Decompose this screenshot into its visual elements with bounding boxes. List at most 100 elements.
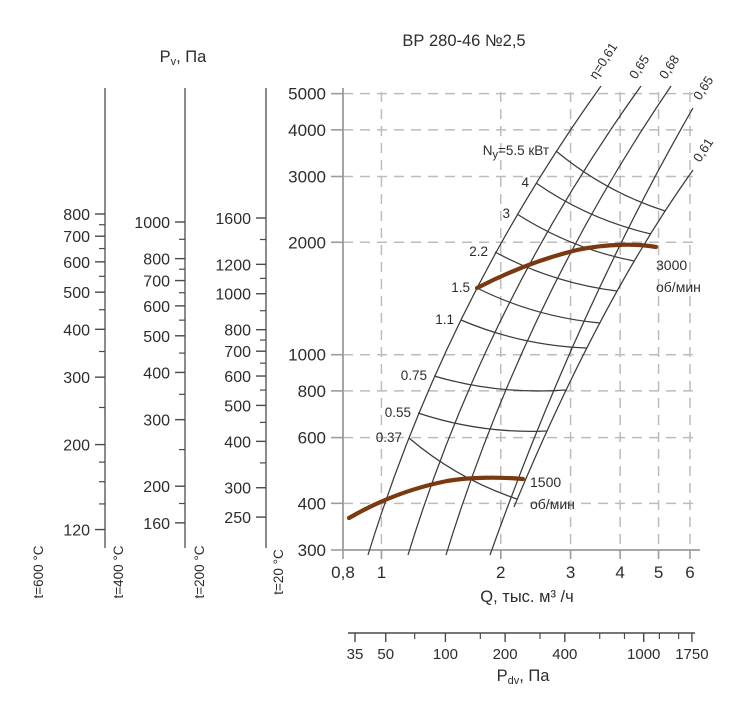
grid [343,92,693,550]
aux-scale-0: 800 700 600 500 400 300 200 120 t=600 °C [31,88,106,599]
chart-title: ВР 280-46 №2,5 [402,32,525,50]
efficiency-line [513,169,694,508]
aux-tick-label: 500 [224,398,251,415]
x-tick-label: 4 [615,563,624,582]
pdv-tick-label: 1750 [675,646,708,663]
power-label: 3 [502,206,510,221]
speed-curve-1500 [346,475,526,521]
aux-scale-2: 1600 1200 1000 800 700 600 500 400 300 250 t=200 °… [192,88,267,599]
aux-tick-label: 600 [63,255,90,272]
speed-curve-label: об/мин [530,496,575,512]
aux-tick-label: 800 [143,252,170,269]
aux-temp-label: t=200 °C [192,545,207,598]
y-tick-label: 300 [298,541,326,560]
aux-tick-label: 800 [63,207,90,224]
aux-tick-label: 800 [224,323,251,340]
aux-tick-label: 600 [224,369,251,386]
aux-temp-label: t=600 °C [31,545,46,598]
pdv-tick-label: 1000 [627,646,660,663]
power-label: 4 [521,175,529,190]
power-curve [555,150,666,212]
efficiency-label: η=0,61 [586,40,620,82]
aux-tick-label: 400 [224,434,251,451]
speed-curve-label: 3000 [656,257,687,273]
aux-tick-label: 700 [63,229,90,246]
efficiency-line [445,85,672,556]
aux-tick-label: 1200 [215,257,251,274]
aux-tick-label: 160 [143,516,170,533]
main-temp-label: t=20 °C [271,549,286,595]
pdv-tick-label: 200 [493,646,518,663]
speed-curve-label: об/мин [656,279,701,295]
efficiency-line [367,85,602,556]
x-tick-label: 3 [566,563,575,582]
power-curve [516,213,635,262]
aux-tick-label: 400 [63,322,90,339]
power-curve [408,437,518,500]
x-axis-title: Q, тыс. м³ /ч [480,588,573,606]
aux-tick-label: 600 [143,299,170,316]
aux-tick-label: 400 [143,365,170,382]
power-label: 0.75 [401,368,427,383]
aux-tick-label: 500 [63,285,90,302]
power-curve [460,319,588,349]
speed-curve-label: 1500 [530,474,561,490]
speed-curve-3000 [474,242,659,291]
y-tick-label: 5000 [288,85,326,104]
efficiency-label: 0,65 [690,73,716,102]
power-label: 0.55 [385,405,411,420]
aux-tick-label: 200 [143,479,170,496]
efficiency-label: 0,65 [626,52,652,81]
y-tick-label: 3000 [288,168,326,187]
x-tick-label: 1 [377,563,386,582]
aux-tick-label: 200 [63,438,90,455]
power-label: 1.5 [451,280,470,295]
aux-tick-label: 700 [143,274,170,291]
efficiency-label: 0,61 [690,135,716,164]
aux-tick-label: 300 [63,370,90,387]
y-tick-label: 2000 [288,233,326,252]
aux-tick-label: 700 [224,344,251,361]
aux-tick-label: 300 [143,413,170,430]
pdv-tick-label: 100 [433,646,458,663]
pdv-tick-label: 35 [347,646,364,663]
aux-tick-label: 120 [63,523,90,540]
power-label: 0.37 [376,430,402,445]
pdv-tick-label: 400 [552,646,577,663]
pv-axis-title: Pv, Па [160,48,208,68]
efficiency-line [489,107,694,556]
y-tick-label: 400 [298,494,326,513]
power-curve [433,375,567,392]
aux-tick-label: 1000 [215,287,251,304]
y-tick-label: 4000 [288,121,326,140]
power-label: 2.2 [469,244,488,259]
y-tick-label: 800 [298,382,326,401]
power-curves: Nу=5.5 кВт 4 3 2.2 1.5 1.1 0.75 0.55 0.37 [376,143,666,500]
power-curve [535,182,652,235]
pdv-tick-label: 50 [377,646,394,663]
y-tick-label: 1000 [288,346,326,365]
aux-tick-label: 1600 [215,211,251,228]
power-label: Nу=5.5 кВт [483,143,549,161]
power-curve [494,251,618,292]
x-tick-label: 0,8 [331,563,355,582]
efficiency-label: 0,68 [656,52,682,81]
power-curve [417,412,548,432]
y-tick-label: 600 [298,429,326,448]
power-curve [476,287,601,324]
x-tick-label: 5 [654,563,663,582]
aux-tick-label: 1000 [134,215,170,232]
speed-curves: 1500 об/мин 3000 об/мин [346,242,701,521]
aux-scale-1: 1000 800 700 600 500 400 300 200 160 t=400 °C [111,88,186,599]
aux-temp-label: t=400 °C [111,545,126,598]
main-axes: 5000 4000 3000 2000 1000 800 600 400 300 0,8 1 2 3 4 5… [160,48,700,606]
pdv-scale: 35 50 100 200 400 1000 1750 Pdv, Па [347,632,709,687]
aux-tick-label: 500 [143,329,170,346]
aux-tick-label: 300 [224,481,251,498]
x-tick-label: 2 [496,563,505,582]
aux-tick-label: 250 [224,510,251,527]
power-label: 1.1 [435,312,454,327]
x-tick-label: 6 [685,563,694,582]
